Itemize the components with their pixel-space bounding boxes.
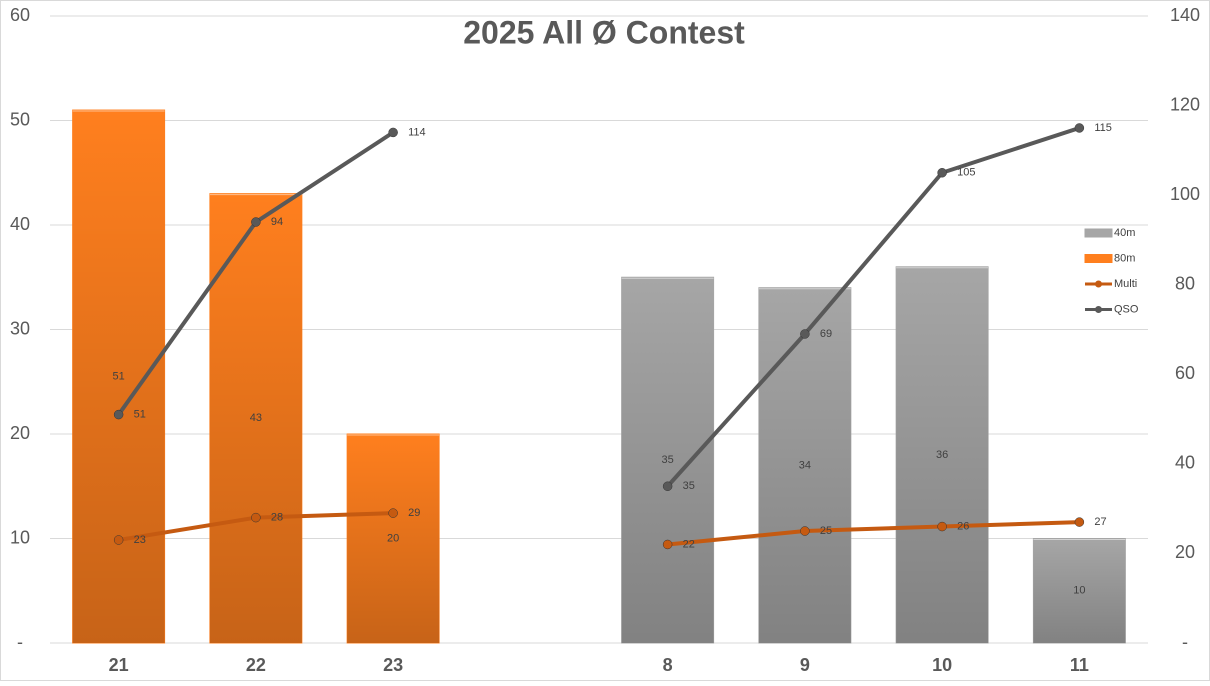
point — [662, 481, 673, 491]
point — [1074, 517, 1085, 527]
data-label: 43 — [250, 412, 262, 424]
data-label: 27 — [1094, 516, 1106, 528]
data-label: 26 — [957, 520, 969, 532]
y2-tick-label: 120 — [1170, 94, 1200, 114]
y-tick-label: 40 — [10, 214, 30, 234]
x-tick-label: 21 — [109, 655, 129, 675]
point — [388, 508, 398, 518]
legend-label: 80m — [1114, 252, 1135, 264]
point — [113, 409, 124, 420]
data-label: 35 — [683, 480, 695, 492]
point — [251, 512, 261, 523]
legend-swatch-point — [1095, 280, 1102, 288]
y2-tick-label: 40 — [1175, 453, 1195, 473]
legend-label: Multi — [1114, 278, 1137, 290]
point — [937, 521, 947, 532]
bar-shade — [621, 277, 714, 643]
y-tick-label: 20 — [10, 423, 30, 443]
y2-tick-label: 60 — [1175, 363, 1195, 383]
data-label: 34 — [799, 459, 811, 471]
plot: 35 34 36 10 51 43 20 23 28 29 22 25 26 27 51 94 114 35 69 1… — [72, 109, 1126, 644]
y-tick-label: 30 — [10, 318, 30, 338]
data-label: 29 — [408, 507, 420, 519]
point — [937, 168, 947, 178]
data-label: 105 — [957, 167, 975, 179]
legend-label: QSO — [1114, 303, 1139, 315]
data-label: 51 — [113, 370, 125, 382]
bar-shade — [896, 266, 989, 643]
data-label: 69 — [820, 328, 832, 340]
x-tick-label: 11 — [1070, 655, 1089, 675]
y2-tick-label: 140 — [1170, 5, 1200, 25]
point — [800, 329, 810, 339]
point — [388, 127, 398, 138]
chart-title: 2025 All Ø Contest — [463, 14, 745, 50]
data-label: 114 — [408, 126, 426, 138]
bar-shade — [1033, 538, 1126, 643]
x-tick-label: 10 — [932, 655, 952, 675]
point — [800, 526, 810, 536]
legend-swatch-point — [1095, 306, 1102, 313]
x-tick-label: 23 — [383, 655, 403, 675]
y-tick-label: - — [17, 632, 23, 652]
point — [662, 539, 673, 550]
point — [113, 535, 124, 545]
point — [251, 217, 261, 227]
point — [1074, 123, 1085, 133]
data-label: 36 — [936, 449, 948, 461]
data-label: 51 — [134, 408, 146, 420]
data-label: 35 — [662, 454, 674, 466]
data-label: 10 — [1073, 585, 1085, 597]
data-label: 23 — [134, 534, 146, 546]
bar-shade — [347, 434, 440, 643]
bar-shade — [209, 193, 302, 643]
x-tick-label: 8 — [663, 655, 673, 675]
x-tick-label: 9 — [800, 655, 810, 675]
legend-swatch — [1084, 254, 1113, 263]
data-label: 20 — [387, 532, 399, 544]
bar-shade — [72, 110, 165, 644]
legend-swatch — [1084, 228, 1113, 238]
bar-shade — [758, 287, 851, 643]
y2-tick-label: - — [1182, 632, 1188, 652]
data-label: 22 — [683, 538, 695, 550]
y-tick-label: 50 — [10, 109, 30, 129]
y2-tick-label: 100 — [1170, 184, 1200, 204]
data-label: 28 — [271, 512, 283, 524]
y2-tick-label: 20 — [1175, 542, 1195, 562]
y-tick-label: 10 — [10, 527, 30, 547]
y2-tick-label: 80 — [1175, 273, 1195, 293]
x-tick-label: 22 — [246, 655, 266, 675]
legend-label: 40m — [1114, 227, 1135, 239]
data-label: 115 — [1094, 122, 1112, 134]
data-label: 25 — [820, 525, 832, 537]
y-tick-label: 60 — [10, 5, 30, 25]
data-label: 94 — [271, 216, 283, 228]
